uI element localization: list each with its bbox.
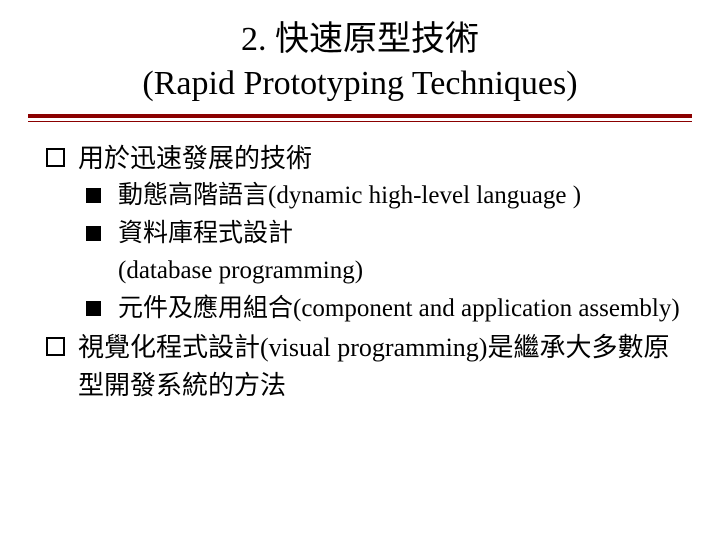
bullet-item: 元件及應用組合(component and application assemb…: [78, 291, 692, 327]
slide-body: 用於迅速發展的技術 動態高階語言(dynamic high-level lang…: [28, 140, 692, 404]
bullet-text: 資料庫程式設計(database programming): [118, 220, 363, 283]
title-underline: [28, 114, 692, 122]
bullet-item: 動態高階語言(dynamic high-level language ): [78, 178, 692, 214]
bullet-item: 用於迅速發展的技術 動態高階語言(dynamic high-level lang…: [38, 140, 692, 327]
bullet-item: 視覺化程式設計(visual programming)是繼承大多數原型開發系統的…: [38, 329, 692, 404]
slide-title-block: 2. 快速原型技術 (Rapid Prototyping Techniques): [28, 18, 692, 106]
slide-title-line2: (Rapid Prototyping Techniques): [28, 62, 692, 106]
bullet-text: 用於迅速發展的技術: [78, 144, 312, 173]
bullet-list-outer: 用於迅速發展的技術 動態高階語言(dynamic high-level lang…: [38, 140, 692, 404]
bullet-item: 資料庫程式設計(database programming): [78, 216, 692, 289]
slide-title-line1: 2. 快速原型技術: [28, 18, 692, 62]
bullet-text: 視覺化程式設計(visual programming)是繼承大多數原型開發系統的…: [78, 333, 669, 400]
bullet-list-inner: 動態高階語言(dynamic high-level language ) 資料庫…: [78, 178, 692, 327]
bullet-text: 動態高階語言(dynamic high-level language ): [118, 182, 581, 209]
bullet-text: 元件及應用組合(component and application assemb…: [118, 295, 680, 322]
